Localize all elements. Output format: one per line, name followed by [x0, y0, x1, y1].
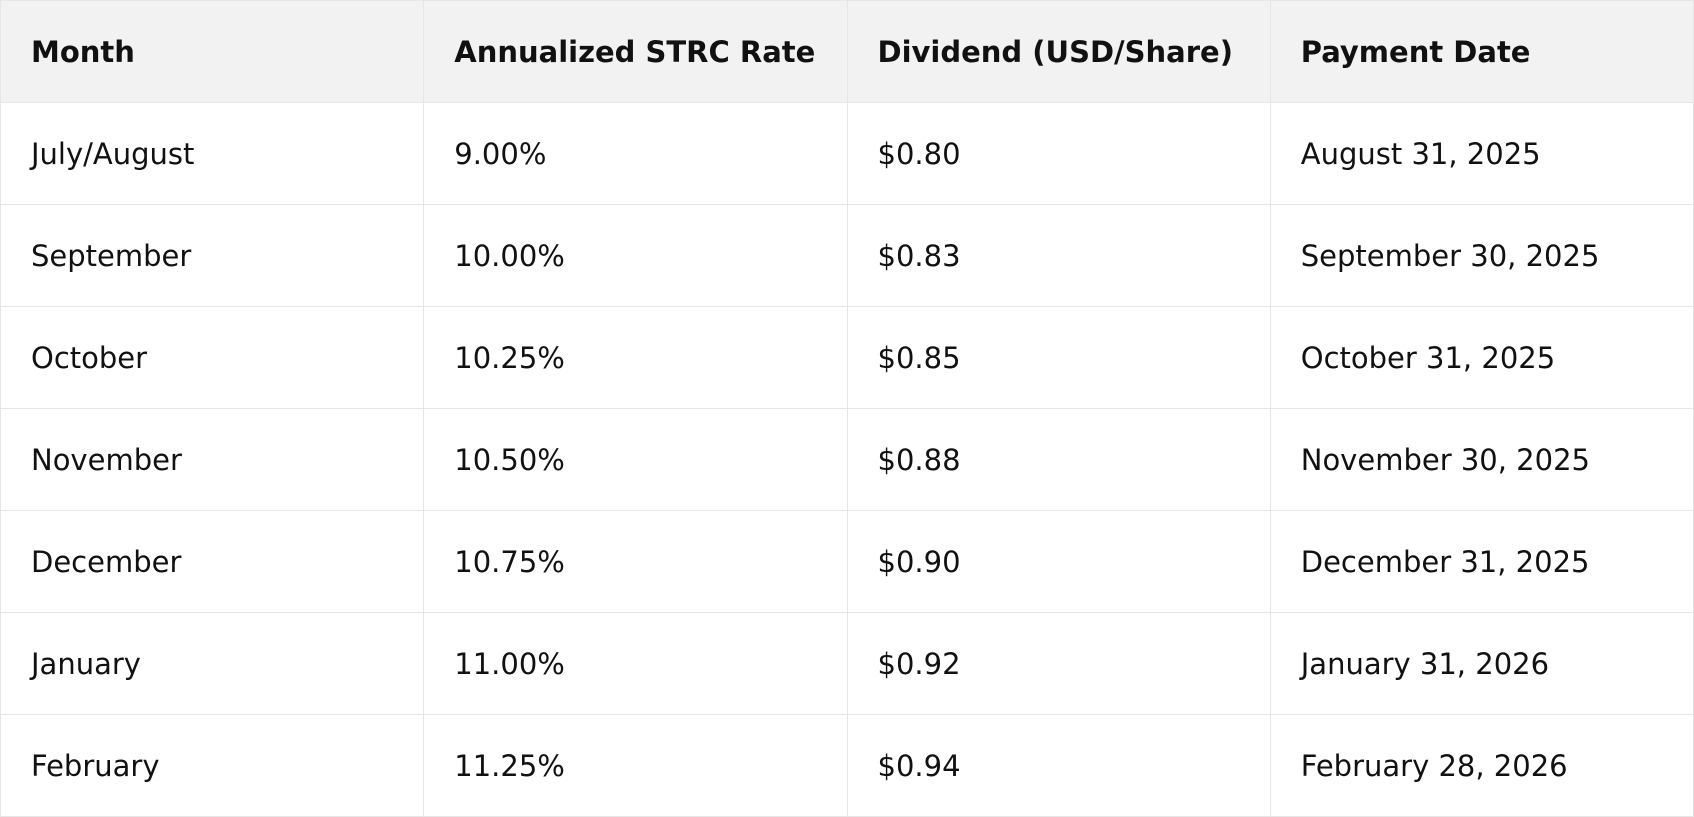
table-cell: $0.88 [846, 408, 1271, 511]
table-cell: $0.94 [846, 714, 1271, 817]
table-cell: August 31, 2025 [1269, 102, 1694, 205]
table-cell: November [0, 408, 425, 511]
table-cell: February [0, 714, 425, 817]
header-cell: Dividend (USD/Share) [846, 0, 1271, 103]
header-row: Month Annualized STRC Rate Dividend (USD/S… [0, 0, 1694, 103]
header-cell: Annualized STRC Rate [423, 0, 848, 103]
table-cell: December 31, 2025 [1269, 510, 1694, 613]
table-cell: $0.85 [846, 306, 1271, 409]
table-cell: 11.25% [423, 714, 848, 817]
table-cell: November 30, 2025 [1269, 408, 1694, 511]
table-row: January 11.00% $0.92 January 31, 2026 [0, 612, 1694, 715]
table-cell: September [0, 204, 425, 307]
table-cell: October 31, 2025 [1269, 306, 1694, 409]
table-cell: July/August [0, 102, 425, 205]
header-cell: Month [0, 0, 425, 103]
table-cell: $0.90 [846, 510, 1271, 613]
table-row: September 10.00% $0.83 September 30, 2025 [0, 204, 1694, 307]
table-cell: January [0, 612, 425, 715]
table-cell: 9.00% [423, 102, 848, 205]
table-cell: $0.92 [846, 612, 1271, 715]
table-row: December 10.75% $0.90 December 31, 2025 [0, 510, 1694, 613]
table-header: Month Annualized STRC Rate Dividend (USD/S… [0, 0, 1694, 103]
table-cell: 10.50% [423, 408, 848, 511]
table-cell: February 28, 2026 [1269, 714, 1694, 817]
table-cell: 10.75% [423, 510, 848, 613]
table-cell: 10.25% [423, 306, 848, 409]
table-cell: September 30, 2025 [1269, 204, 1694, 307]
table-cell: October [0, 306, 425, 409]
table-cell: 11.00% [423, 612, 848, 715]
table-cell: $0.80 [846, 102, 1271, 205]
table-cell: January 31, 2026 [1269, 612, 1694, 715]
table-row: October 10.25% $0.85 October 31, 2025 [0, 306, 1694, 409]
table-row: February 11.25% $0.94 February 28, 2026 [0, 714, 1694, 817]
table-cell: $0.83 [846, 204, 1271, 307]
table-row: November 10.50% $0.88 November 30, 2025 [0, 408, 1694, 511]
header-cell: Payment Date [1269, 0, 1694, 103]
table-cell: 10.00% [423, 204, 848, 307]
table-cell: December [0, 510, 425, 613]
table-row: July/August 9.00% $0.80 August 31, 2025 [0, 102, 1694, 205]
table-body: July/August 9.00% $0.80 August 31, 2025 Sept… [0, 102, 1694, 817]
